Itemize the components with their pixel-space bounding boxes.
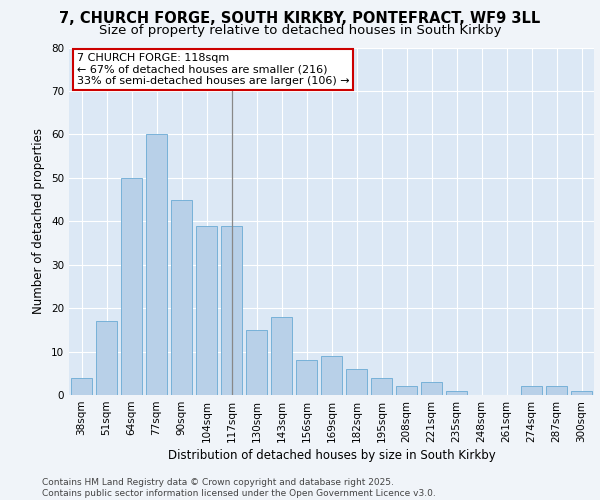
Bar xyxy=(196,226,217,395)
Bar xyxy=(371,378,392,395)
Text: 7, CHURCH FORGE, SOUTH KIRKBY, PONTEFRACT, WF9 3LL: 7, CHURCH FORGE, SOUTH KIRKBY, PONTEFRAC… xyxy=(59,11,541,26)
Bar xyxy=(346,369,367,395)
Bar xyxy=(546,386,567,395)
Bar xyxy=(246,330,267,395)
Bar xyxy=(171,200,192,395)
Text: 7 CHURCH FORGE: 118sqm
← 67% of detached houses are smaller (216)
33% of semi-de: 7 CHURCH FORGE: 118sqm ← 67% of detached… xyxy=(77,52,349,86)
Bar xyxy=(321,356,342,395)
Bar xyxy=(571,390,592,395)
Text: Size of property relative to detached houses in South Kirkby: Size of property relative to detached ho… xyxy=(99,24,501,37)
Text: Contains HM Land Registry data © Crown copyright and database right 2025.
Contai: Contains HM Land Registry data © Crown c… xyxy=(42,478,436,498)
Bar xyxy=(96,321,117,395)
Bar xyxy=(71,378,92,395)
Bar xyxy=(146,134,167,395)
Bar xyxy=(221,226,242,395)
Y-axis label: Number of detached properties: Number of detached properties xyxy=(32,128,46,314)
Bar xyxy=(396,386,417,395)
Bar xyxy=(446,390,467,395)
Bar xyxy=(121,178,142,395)
Bar xyxy=(271,317,292,395)
Bar xyxy=(421,382,442,395)
Bar xyxy=(521,386,542,395)
Bar xyxy=(296,360,317,395)
X-axis label: Distribution of detached houses by size in South Kirkby: Distribution of detached houses by size … xyxy=(167,449,496,462)
